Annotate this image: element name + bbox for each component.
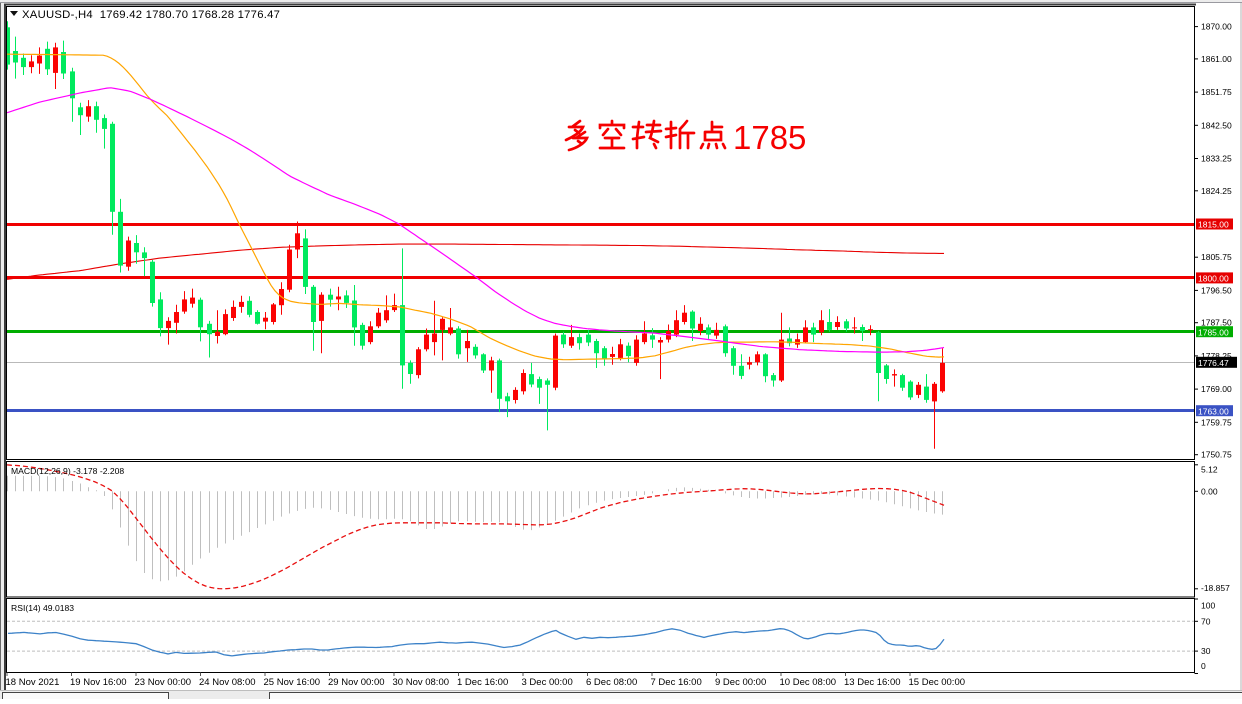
svg-text:29 Nov 00:00: 29 Nov 00:00: [328, 677, 385, 688]
svg-text:9 Dec 00:00: 9 Dec 00:00: [715, 677, 766, 688]
svg-text:1759.75: 1759.75: [1201, 417, 1232, 427]
svg-text:1750.75: 1750.75: [1201, 450, 1232, 460]
svg-text:1 Dec 16:00: 1 Dec 16:00: [457, 677, 508, 688]
svg-text:1815.00: 1815.00: [1198, 220, 1229, 230]
svg-text:3 Dec 00:00: 3 Dec 00:00: [522, 677, 573, 688]
svg-text:1824.25: 1824.25: [1201, 186, 1232, 196]
svg-text:1870.00: 1870.00: [1201, 22, 1232, 32]
svg-text:RSI(14) 49.0183: RSI(14) 49.0183: [11, 603, 74, 613]
svg-text:1805.75: 1805.75: [1201, 252, 1232, 262]
svg-text:1763.00: 1763.00: [1198, 406, 1229, 416]
svg-text:6 Dec 08:00: 6 Dec 08:00: [586, 677, 637, 688]
svg-text:XAUUSD-,H4 1769.42 1780.70 17: XAUUSD-,H4 1769.42 1780.70 1768.28 1776.…: [22, 9, 280, 21]
svg-text:30: 30: [1201, 646, 1211, 656]
svg-text:1776.47: 1776.47: [1198, 358, 1229, 368]
svg-text:30 Nov 08:00: 30 Nov 08:00: [393, 677, 450, 688]
svg-text:1861.00: 1861.00: [1201, 54, 1232, 64]
svg-text:1833.25: 1833.25: [1201, 154, 1232, 164]
svg-text:0.00: 0.00: [1201, 487, 1218, 497]
svg-text:1851.75: 1851.75: [1201, 87, 1232, 97]
svg-text:MACD(12,26,9) -3.178 -2.208: MACD(12,26,9) -3.178 -2.208: [11, 466, 124, 476]
svg-text:0: 0: [1201, 661, 1206, 671]
svg-text:1842.50: 1842.50: [1201, 120, 1232, 130]
svg-text:24 Nov 08:00: 24 Nov 08:00: [199, 677, 256, 688]
svg-text:10 Dec 08:00: 10 Dec 08:00: [780, 677, 837, 688]
svg-text:1785.00: 1785.00: [1198, 327, 1229, 337]
svg-text:100: 100: [1201, 601, 1215, 611]
svg-text:1796.50: 1796.50: [1201, 285, 1232, 295]
svg-text:15 Dec 00:00: 15 Dec 00:00: [909, 677, 966, 688]
svg-text:1785: 1785: [733, 119, 806, 156]
svg-text:18 Nov 2021: 18 Nov 2021: [6, 677, 60, 688]
svg-text:7 Dec 16:00: 7 Dec 16:00: [651, 677, 702, 688]
svg-text:-18.857: -18.857: [1201, 583, 1230, 593]
svg-text:5.12: 5.12: [1201, 465, 1218, 475]
svg-text:70: 70: [1201, 616, 1211, 626]
svg-text:23 Nov 00:00: 23 Nov 00:00: [135, 677, 192, 688]
svg-text:1800.00: 1800.00: [1198, 274, 1229, 284]
svg-text:1769.00: 1769.00: [1201, 384, 1232, 394]
svg-text:25 Nov 16:00: 25 Nov 16:00: [264, 677, 321, 688]
svg-text:19 Nov 16:00: 19 Nov 16:00: [70, 677, 127, 688]
svg-text:13 Dec 16:00: 13 Dec 16:00: [844, 677, 901, 688]
